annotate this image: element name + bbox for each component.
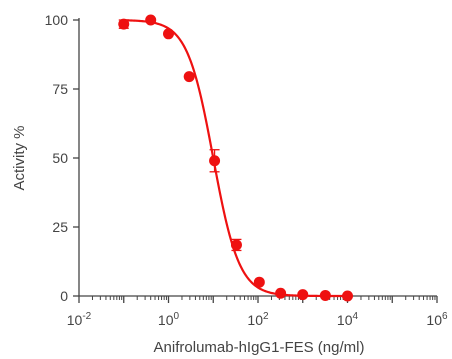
y-tick-label: 75 [52, 81, 68, 97]
data-points-layer [118, 14, 353, 302]
data-point [209, 155, 221, 167]
x-tick-label: 10-2 [67, 311, 92, 328]
x-tick-exponent: -2 [82, 311, 91, 322]
y-axis-label: Activity % [11, 125, 28, 190]
y-tick-label: 25 [52, 219, 68, 235]
x-tick-label: 104 [337, 311, 359, 328]
fit-curve-layer [123, 19, 348, 298]
fit-curve [123, 19, 348, 298]
x-tick-exponent: 4 [353, 311, 359, 322]
x-axis-label: Anifrolumab-hIgG1-FES (ng/ml) [154, 339, 365, 356]
x-tick-exponent: 6 [442, 311, 448, 322]
data-point [118, 18, 130, 30]
x-tick-base: 10 [426, 312, 442, 328]
x-tick-base: 10 [337, 312, 353, 328]
x-tick-label: 102 [247, 311, 269, 328]
x-tick-base: 10 [158, 312, 174, 328]
data-point [342, 290, 353, 302]
x-tick-base: 10 [247, 312, 263, 328]
x-tick-base: 10 [67, 312, 83, 328]
y-tick-label: 0 [60, 288, 68, 304]
data-point [319, 289, 331, 301]
x-tick-label: 106 [426, 311, 448, 328]
data-point [275, 287, 287, 299]
data-point [253, 276, 265, 288]
x-tick-exponent: 2 [263, 311, 269, 322]
y-tick-label: 100 [45, 12, 69, 28]
data-point [230, 239, 242, 251]
data-point [297, 289, 309, 301]
data-point [163, 28, 174, 40]
x-tick-exponent: 0 [174, 311, 180, 322]
y-tick-label: 50 [52, 150, 68, 166]
data-point [183, 71, 195, 83]
data-point [145, 14, 157, 26]
x-tick-label: 100 [158, 311, 180, 328]
